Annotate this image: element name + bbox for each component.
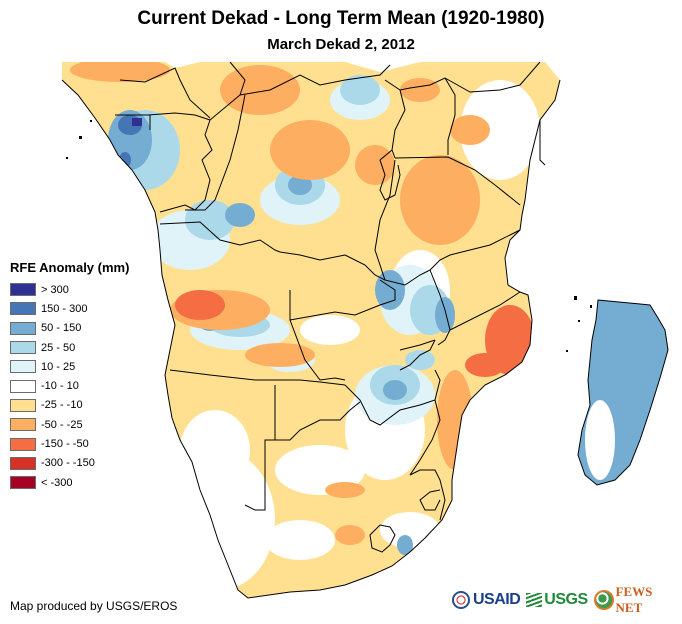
map-title: Current Dekad - Long Term Mean (1920-198… [137,8,545,29]
legend-label: > 300 [41,283,69,296]
usgs-wave-icon [526,593,543,607]
legend-swatch [10,437,36,451]
legend-item: > 300 [10,280,129,299]
legend-label: -50 - -25 [41,418,83,431]
legend-item: 50 - 150 [10,319,129,338]
usgs-logo: USGS [526,591,588,609]
legend-swatch [10,398,36,412]
border-lesotho [369,524,396,553]
legend-items: > 300 150 - 300 50 - 150 25 - 50 10 - 25 -10 … [10,280,129,492]
anomaly-map [61,61,669,599]
legend-label: 25 - 50 [41,341,76,354]
legend-label: -300 - -150 [41,457,95,470]
coastline-madagascar [577,299,669,486]
usgs-text: USGS [544,591,588,608]
legend-swatch [10,321,36,335]
islands [66,120,592,352]
legend-item: 10 - 25 [10,357,129,376]
legend-item: < -300 [10,473,129,492]
legend-swatch [10,283,36,297]
credit-text: Map produced by USGS/EROS [10,599,178,613]
legend: RFE Anomaly (mm) > 300 150 - 300 50 - 150 2… [10,260,129,492]
legend-swatch [10,456,36,470]
legend-swatch [10,360,36,374]
logos: USAID USGS FEWS NET [452,584,682,616]
legend-label: -25 - -10 [41,399,83,412]
legend-swatch [10,476,36,490]
fewsnet-text: FEWS NET [615,584,653,615]
legend-label: -150 - -50 [41,438,89,451]
legend-item: -150 - -50 [10,434,129,453]
legend-label: < -300 [41,476,73,489]
legend-swatch [10,379,36,393]
legend-item: -25 - -10 [10,396,129,415]
legend-title: RFE Anomaly (mm) [10,260,130,275]
legend-item: 150 - 300 [10,299,129,318]
legend-label: 150 - 300 [41,302,88,315]
coastline-mainland [61,79,561,599]
usaid-logo: USAID [452,591,521,609]
map-subtitle: March Dekad 2, 2012 [267,36,415,53]
anomaly-neg150-neg50 [175,290,535,377]
usaid-text: USAID [473,591,521,608]
legend-swatch [10,418,36,432]
fewsnet-globe-icon [593,590,614,610]
legend-swatch [10,341,36,355]
legend-item: -300 - -150 [10,454,129,473]
borders [61,61,669,599]
legend-item: 25 - 50 [10,338,129,357]
anomaly-gt-300 [132,118,142,126]
legend-label: 50 - 150 [41,322,82,335]
legend-item: -50 - -25 [10,415,129,434]
legend-label: -10 - 10 [41,380,79,393]
usaid-seal-icon [452,591,470,609]
fewsnet-logo: FEWS NET [593,584,682,616]
legend-label: 10 - 25 [41,360,76,373]
legend-swatch [10,302,36,316]
legend-item: -10 - 10 [10,376,129,395]
